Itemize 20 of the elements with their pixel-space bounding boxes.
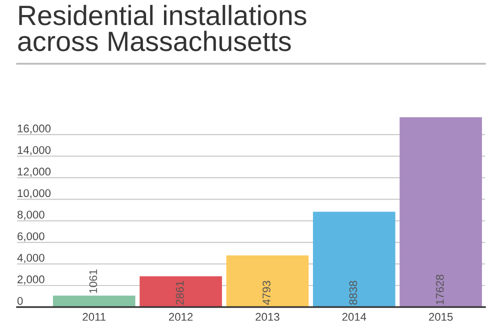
data-label: 1061 xyxy=(89,270,98,293)
y-tick-label: 8,000 xyxy=(17,210,44,220)
y-tick-label: 10,000 xyxy=(18,189,51,198)
data-label: 4793 xyxy=(262,280,270,305)
y-tick-label: 16,000 xyxy=(18,124,51,134)
x-tick-label: 2011 xyxy=(82,312,106,321)
y-tick-label: 12,000 xyxy=(18,168,51,177)
chart-title: Residential installations across Massachusetts xyxy=(18,4,306,52)
x-tick-label: 2014 xyxy=(342,312,366,321)
x-tick-label: 2012 xyxy=(169,312,193,321)
y-tick-label: 6,000 xyxy=(18,232,44,242)
y-tick-label: 4,000 xyxy=(17,254,44,264)
y-tick-label: 2,000 xyxy=(18,275,44,285)
x-tick-label: 2015 xyxy=(429,312,453,321)
data-label: 2861 xyxy=(176,280,184,305)
y-tick-label: 14,000 xyxy=(18,146,51,156)
data-label: 8838 xyxy=(349,280,358,305)
data-label: 17628 xyxy=(436,274,444,304)
y-tick-label: 0 xyxy=(17,296,23,305)
x-tick-label: 2013 xyxy=(256,312,280,321)
